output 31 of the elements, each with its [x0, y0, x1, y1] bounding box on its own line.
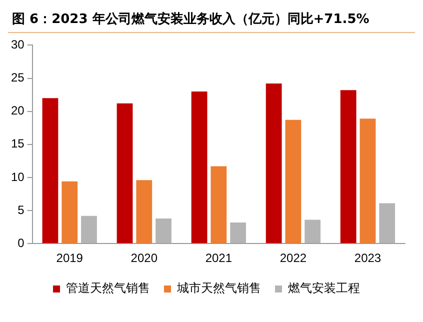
y-tick-label: 25	[10, 70, 25, 85]
bar	[191, 91, 208, 244]
x-tick-label: 2021	[205, 251, 232, 266]
y-tick-label: 20	[10, 104, 25, 118]
legend-label: 城市天然气销售	[176, 281, 261, 296]
y-tick-label: 15	[10, 136, 25, 151]
x-tick-label: 2023	[354, 251, 382, 266]
bar	[285, 120, 302, 244]
y-tick-label: 0	[18, 236, 25, 250]
y-tick-label: 30	[10, 38, 25, 52]
bar	[266, 84, 282, 244]
legend-label: 燃气安装工程	[288, 281, 360, 296]
y-tick-label: 10	[10, 170, 25, 184]
bar	[81, 216, 97, 244]
bar	[379, 203, 396, 244]
bar	[230, 222, 246, 244]
chart-title: 图 6：2023 年公司燃气安装业务收入（亿元）同比+71.5%	[11, 10, 370, 29]
bar	[156, 218, 172, 244]
y-tick-label: 5	[18, 202, 25, 217]
bar	[62, 181, 78, 244]
bar	[42, 98, 58, 244]
bar	[360, 118, 376, 244]
bar	[136, 180, 152, 244]
bar	[340, 90, 356, 244]
legend-label: 管道天然气销售	[66, 281, 150, 296]
x-tick-label: 2019	[56, 251, 84, 266]
x-tick-label: 2022	[280, 251, 307, 266]
bar	[116, 103, 133, 244]
bar	[304, 220, 321, 244]
bar	[210, 166, 227, 244]
x-tick-label: 2020	[130, 251, 158, 266]
